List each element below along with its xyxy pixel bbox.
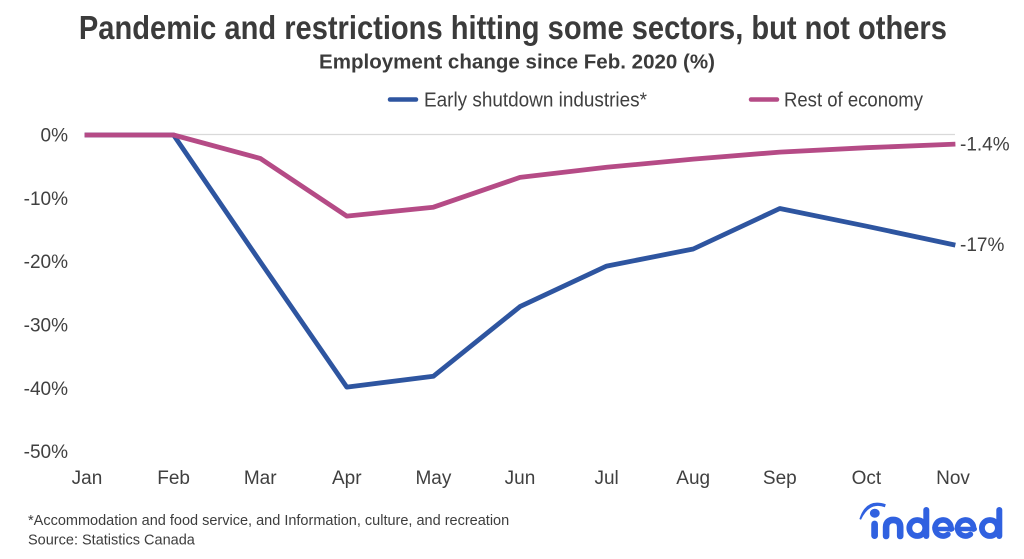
- svg-text:*Accommodation and food servic: *Accommodation and food service, and Inf…: [28, 513, 509, 529]
- svg-text:Aug: Aug: [676, 468, 710, 489]
- svg-text:-10%: -10%: [24, 189, 68, 210]
- svg-text:-50%: -50%: [24, 442, 68, 463]
- svg-text:Jun: Jun: [505, 468, 536, 489]
- svg-text:Employment change since Feb. 2: Employment change since Feb. 2020 (%): [319, 51, 715, 74]
- svg-text:Mar: Mar: [244, 468, 277, 489]
- svg-text:May: May: [415, 468, 451, 489]
- svg-text:-40%: -40%: [24, 379, 68, 400]
- svg-text:Early shutdown industries*: Early shutdown industries*: [424, 90, 647, 112]
- svg-text:-30%: -30%: [24, 316, 68, 337]
- svg-text:-20%: -20%: [24, 252, 68, 273]
- svg-text:Source: Statistics Canada: Source: Statistics Canada: [28, 532, 196, 548]
- svg-text:Sep: Sep: [763, 468, 797, 489]
- svg-text:Jul: Jul: [594, 468, 618, 489]
- svg-text:Feb: Feb: [157, 468, 190, 489]
- svg-text:Pandemic and restrictions hitt: Pandemic and restrictions hitting some s…: [79, 9, 947, 46]
- svg-text:-1.4%: -1.4%: [960, 135, 1010, 156]
- svg-text:Rest of economy: Rest of economy: [784, 90, 923, 112]
- svg-text:-17%: -17%: [960, 235, 1004, 256]
- svg-text:Jan: Jan: [72, 468, 103, 489]
- svg-text:Apr: Apr: [332, 468, 362, 489]
- svg-text:Nov: Nov: [936, 468, 970, 489]
- svg-text:Oct: Oct: [852, 468, 882, 489]
- svg-text:0%: 0%: [41, 126, 69, 147]
